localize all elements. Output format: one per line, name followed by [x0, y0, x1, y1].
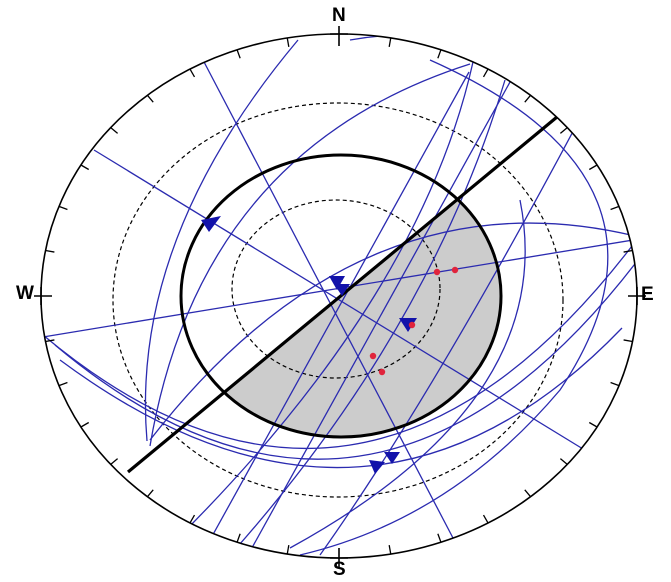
- tick-mark: [524, 489, 532, 498]
- pole-marker-icon: [334, 284, 350, 296]
- tick-mark: [146, 489, 154, 498]
- tick-mark: [45, 249, 55, 253]
- tick-mark: [623, 339, 633, 343]
- south-label: S: [333, 559, 346, 580]
- tick-mark: [623, 249, 633, 253]
- tick-mark: [286, 37, 290, 47]
- tick-mark: [482, 514, 489, 524]
- tick-mark: [610, 381, 620, 387]
- intersection-dot-icon: [433, 268, 441, 276]
- pole-markers: [201, 216, 417, 474]
- pole-marker-icon: [201, 216, 221, 232]
- intersection-dot-icon: [451, 266, 459, 274]
- tick-mark: [524, 94, 532, 103]
- west-label: W: [16, 283, 34, 304]
- cardinal-crosses: [34, 26, 646, 568]
- tick-mark: [610, 205, 620, 211]
- tick-mark: [559, 458, 568, 465]
- tick-mark: [437, 533, 442, 543]
- tick-mark: [388, 545, 392, 555]
- tick-mark: [236, 49, 241, 59]
- tick-mark: [189, 68, 196, 78]
- pole-marker-icon: [329, 276, 345, 290]
- tick-mark: [58, 381, 68, 387]
- pole-marker-icon: [369, 460, 385, 474]
- intersection-dot-icon: [378, 368, 386, 376]
- tick-mark: [110, 458, 119, 465]
- small-circle: [179, 153, 503, 439]
- tick-mark: [588, 421, 598, 428]
- north-label: N: [332, 5, 346, 26]
- tick-mark: [437, 49, 442, 59]
- tick-mark: [146, 94, 154, 103]
- tick-mark: [80, 164, 90, 171]
- intersection-points: [369, 266, 459, 376]
- tick-mark: [559, 127, 568, 134]
- dashed-ring-inner: [231, 199, 441, 379]
- tick-mark: [286, 545, 290, 555]
- pole-marker-icon: [384, 452, 400, 464]
- intersection-dot-icon: [408, 321, 416, 329]
- tick-mark: [482, 68, 489, 78]
- dashed-ring-outer: [112, 102, 564, 498]
- tick-mark: [80, 421, 90, 428]
- tick-mark: [388, 37, 392, 47]
- tick-marks: [45, 37, 633, 555]
- tick-mark: [45, 339, 55, 343]
- tick-mark: [236, 533, 241, 543]
- tick-mark: [110, 127, 119, 134]
- pole-marker-icon: [399, 318, 417, 332]
- east-label: E: [641, 284, 654, 305]
- great-circles: [42, 34, 637, 558]
- intersection-dot-icon: [369, 352, 377, 360]
- tick-mark: [58, 205, 68, 211]
- tick-mark: [588, 164, 598, 171]
- tick-mark: [189, 514, 196, 524]
